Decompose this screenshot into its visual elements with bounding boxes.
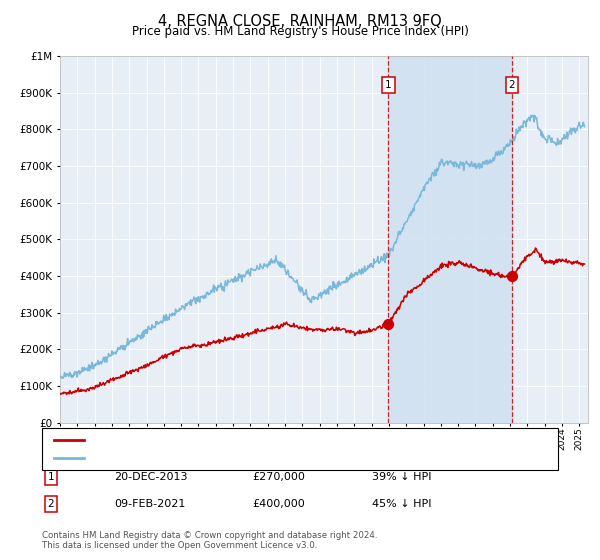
Bar [388,56,512,423]
Text: £270,000: £270,000 [252,472,305,482]
Text: 1: 1 [47,472,55,482]
Text: £400,000: £400,000 [252,499,305,509]
Text: 1: 1 [385,80,392,90]
Text: 45% ↓ HPI: 45% ↓ HPI [372,499,431,509]
Text: Price paid vs. HM Land Registry's House Price Index (HPI): Price paid vs. HM Land Registry's House … [131,25,469,38]
Text: 4, REGNA CLOSE, RAINHAM, RM13 9FQ (detached house): 4, REGNA CLOSE, RAINHAM, RM13 9FQ (detac… [93,435,390,445]
Text: 4, REGNA CLOSE, RAINHAM, RM13 9FQ: 4, REGNA CLOSE, RAINHAM, RM13 9FQ [158,14,442,29]
Text: 2: 2 [509,80,515,90]
Text: 20-DEC-2013: 20-DEC-2013 [114,472,187,482]
Text: 09-FEB-2021: 09-FEB-2021 [114,499,185,509]
Text: 39% ↓ HPI: 39% ↓ HPI [372,472,431,482]
Text: HPI: Average price, detached house, Havering: HPI: Average price, detached house, Have… [93,452,333,463]
Point [383,319,393,328]
Point [507,272,517,281]
Text: 2: 2 [47,499,55,509]
Text: Contains HM Land Registry data © Crown copyright and database right 2024.
This d: Contains HM Land Registry data © Crown c… [42,531,377,550]
